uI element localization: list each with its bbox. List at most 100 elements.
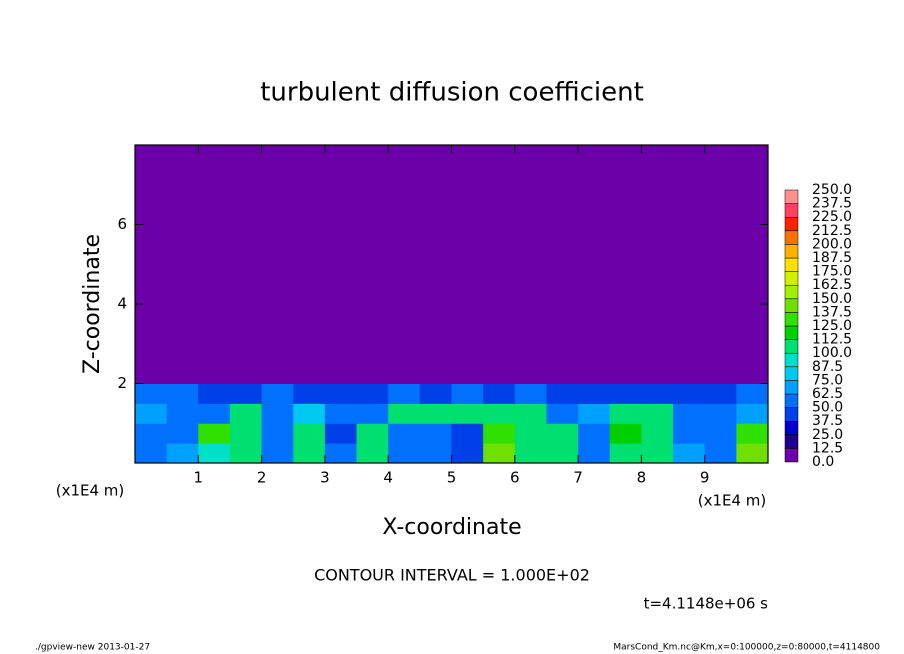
x-axis-label: X-coordinate bbox=[382, 515, 521, 540]
cell bbox=[229, 423, 263, 444]
cell bbox=[135, 383, 168, 404]
cell bbox=[483, 423, 516, 444]
y-axis-label: Z-coordinate bbox=[80, 234, 105, 374]
x-tick-label: 4 bbox=[383, 469, 393, 487]
cell bbox=[324, 145, 358, 384]
cell bbox=[483, 383, 516, 404]
cell bbox=[609, 383, 642, 404]
cell bbox=[324, 383, 358, 404]
colorbar-label: 87.5 bbox=[812, 359, 843, 375]
cell bbox=[483, 145, 516, 384]
cell bbox=[229, 145, 263, 384]
colorbar-label: 50.0 bbox=[812, 400, 843, 416]
colorbar-label: 237.5 bbox=[812, 196, 852, 212]
colorbar-swatch bbox=[784, 257, 799, 272]
colorbar-label: 137.5 bbox=[812, 304, 852, 320]
cell bbox=[419, 443, 452, 464]
cell bbox=[293, 383, 326, 404]
cell bbox=[609, 423, 642, 444]
cell bbox=[704, 443, 737, 464]
x-tick-label: 1 bbox=[194, 469, 204, 487]
cell bbox=[293, 443, 326, 464]
colorbar-swatch bbox=[784, 352, 799, 368]
cell bbox=[198, 423, 231, 444]
cell bbox=[229, 383, 263, 404]
cell bbox=[229, 443, 263, 464]
colorbar-label: 200.0 bbox=[812, 236, 852, 252]
colorbar-label: 250.0 bbox=[812, 182, 852, 198]
cell bbox=[261, 145, 294, 384]
colorbar-swatch bbox=[784, 244, 799, 259]
colorbar-label: 112.5 bbox=[812, 332, 852, 348]
cell bbox=[419, 423, 452, 444]
cell bbox=[546, 403, 579, 424]
cell bbox=[419, 383, 452, 404]
x-tick-label: 9 bbox=[700, 469, 710, 487]
cell bbox=[704, 403, 737, 424]
cell bbox=[514, 403, 547, 424]
cell bbox=[514, 145, 547, 384]
chart-title: turbulent diffusion coefficient bbox=[260, 78, 644, 108]
cell bbox=[483, 443, 516, 464]
cell bbox=[388, 403, 421, 424]
colorbar-label: 150.0 bbox=[812, 291, 852, 307]
colorbar-label: 100.0 bbox=[812, 345, 852, 361]
cell bbox=[451, 423, 484, 444]
cell bbox=[388, 383, 421, 404]
colorbar-swatch bbox=[784, 339, 799, 354]
colorbar-label: 0.0 bbox=[812, 454, 834, 470]
cell bbox=[261, 403, 294, 424]
cell bbox=[641, 443, 674, 464]
cell bbox=[578, 423, 611, 444]
x-tick-label: 7 bbox=[573, 469, 583, 487]
colorbar-label: 212.5 bbox=[812, 223, 852, 239]
cell bbox=[135, 145, 168, 384]
cell bbox=[451, 145, 484, 384]
cell bbox=[673, 443, 706, 464]
x-tick-label: 8 bbox=[637, 469, 647, 487]
cell bbox=[261, 443, 294, 464]
cell bbox=[356, 423, 389, 444]
cell bbox=[293, 145, 326, 384]
cell bbox=[198, 403, 231, 424]
x-tick-label: 3 bbox=[320, 469, 330, 487]
colorbar-swatch bbox=[784, 216, 799, 232]
footer: MarsCond_Km.nc@Km,x=0:100000,z=0:80000,t… bbox=[613, 643, 880, 653]
cell bbox=[324, 403, 358, 424]
cell bbox=[704, 383, 737, 404]
cell bbox=[356, 383, 389, 404]
cell bbox=[388, 423, 421, 444]
colorbar-swatch bbox=[784, 434, 799, 449]
cell bbox=[166, 423, 199, 444]
colorbar-swatch bbox=[784, 420, 799, 436]
cell bbox=[736, 403, 769, 424]
x-tick-label: 5 bbox=[447, 469, 457, 487]
colorbar-swatch bbox=[784, 366, 799, 381]
colorbar-swatch bbox=[784, 230, 799, 245]
cell bbox=[324, 443, 358, 464]
colorbar-swatch bbox=[784, 448, 799, 463]
cell bbox=[135, 443, 168, 464]
colorbar-label: 187.5 bbox=[812, 250, 852, 266]
cell bbox=[546, 443, 579, 464]
colorbar-swatch bbox=[784, 380, 799, 395]
cell bbox=[419, 145, 452, 384]
cell bbox=[673, 383, 706, 404]
x-unit: (x1E4 m) bbox=[56, 482, 125, 500]
cell bbox=[704, 423, 737, 444]
cell bbox=[135, 423, 168, 444]
cell bbox=[135, 403, 168, 424]
colorbar-swatch bbox=[784, 407, 799, 422]
cell bbox=[609, 145, 642, 384]
cell bbox=[609, 403, 642, 424]
cell bbox=[388, 443, 421, 464]
x-tick-label: 6 bbox=[510, 469, 520, 487]
colorbar-label: 75.0 bbox=[812, 372, 843, 388]
colorbar-label: 162.5 bbox=[812, 277, 852, 293]
cell bbox=[736, 383, 769, 404]
cell bbox=[166, 403, 199, 424]
cell bbox=[451, 383, 484, 404]
cell bbox=[736, 423, 769, 444]
cell bbox=[356, 403, 389, 424]
